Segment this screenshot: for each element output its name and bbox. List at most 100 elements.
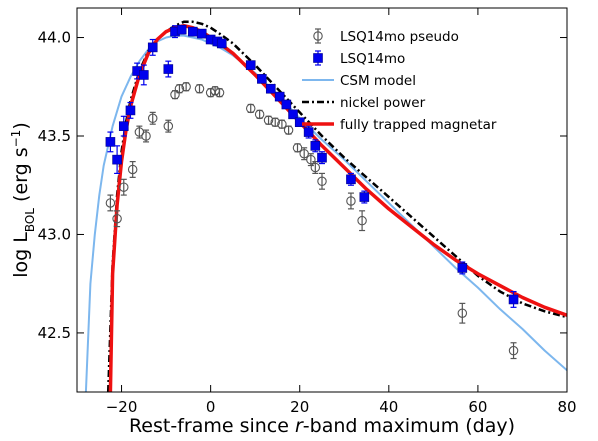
data-point-lsq14mo-pseudo [457,302,468,324]
y-axis-label: log LBOL (erg s−1) [9,122,37,278]
data-point-lsq14mo [310,139,321,153]
data-point-lsq14mo-pseudo [147,111,158,125]
marker-filled-square [294,117,305,128]
data-point-lsq14mo [216,38,227,49]
x-tick-label: −20 [106,398,138,416]
marker-filled-square [346,174,356,185]
data-point-lsq14mo-pseudo [254,109,265,120]
series-line-csm-model [84,34,567,392]
legend-entry-lsq14mo: LSQ14mo [313,50,405,67]
data-point-lsq14mo [139,64,149,86]
marker-filled-square [139,70,149,80]
plot-content [84,20,567,392]
marker-filled-square [310,141,321,151]
data-point-lsq14mo [508,290,519,308]
data-point-lsq14mo [457,261,468,275]
data-point-lsq14mo [288,109,298,120]
legend-entry-nickel-power: nickel power [302,95,426,111]
marker-filled-square [265,83,276,94]
marker-open-circle [357,215,367,226]
data-point-lsq14mo [359,190,370,204]
data-point-lsq14mo [105,131,116,153]
data-point-lsq14mo-pseudo [119,178,129,196]
data-point-lsq14mo-pseudo [181,82,191,92]
data-point-lsq14mo [317,151,327,165]
marker-open-circle [147,113,158,124]
marker-open-circle [194,83,205,94]
y-tick-label: 44.0 [38,29,71,47]
x-tick-label: 20 [290,398,309,416]
marker-open-circle [214,87,225,98]
data-point-lsq14mo-pseudo [270,117,280,127]
marker-filled-square [317,152,327,163]
marker-filled-square [125,105,136,116]
marker-open-circle [254,109,265,120]
data-point-lsq14mo [303,125,314,139]
legend-marker [313,53,323,63]
x-tick-label: 60 [468,398,487,416]
x-axis-label: Rest-frame since r-band maximum (day) [129,415,515,437]
data-point-lsq14mo-pseudo [277,119,287,129]
marker-open-circle [174,83,185,94]
data-point-lsq14mo-pseudo [245,103,256,114]
marker-open-circle [181,82,191,92]
marker-open-circle [277,119,287,129]
marker-open-circle [270,117,280,127]
data-point-lsq14mo [346,172,356,186]
data-point-lsq14mo [196,28,207,39]
data-point-lsq14mo-pseudo [346,192,356,210]
y-tick-label: 43.5 [38,127,71,145]
series-line-fully-trapped-magnetar [108,23,567,392]
y-tick-label: 43.0 [38,225,71,243]
data-point-lsq14mo-pseudo [283,125,294,135]
data-point-lsq14mo [188,26,198,37]
data-point-lsq14mo [265,83,276,94]
marker-open-circle [127,164,138,175]
data-point-lsq14mo [281,99,292,110]
marker-filled-square [112,154,122,165]
marker-open-circle [283,125,294,135]
marker-open-circle [263,115,274,125]
data-point-lsq14mo-pseudo [127,161,138,178]
data-point-lsq14mo-pseudo [292,143,303,153]
marker-open-circle [306,154,316,165]
data-point-lsq14mo-pseudo [194,83,205,94]
data-point-lsq14mo [112,145,122,175]
data-point-lsq14mo-pseudo [508,342,519,360]
data-point-lsq14mo [147,38,158,56]
marker-filled-square [457,263,468,273]
data-point-lsq14mo-pseudo [310,161,321,175]
y-tick-label: 42.5 [38,324,71,342]
data-point-lsq14mo [294,117,305,128]
marker-open-circle [105,198,116,208]
data-point-lsq14mo [118,115,129,137]
marker-open-circle [112,213,122,224]
marker-filled-square [105,137,116,147]
data-point-lsq14mo [257,74,267,84]
data-point-lsq14mo-pseudo [214,87,225,98]
marker-filled-square [508,294,519,305]
marker-filled-square [176,24,187,35]
legend: LSQ14mo pseudo LSQ14mo CSM model nickel pow… [302,28,497,133]
legend-label: nickel power [340,95,426,111]
data-point-lsq14mo [245,60,256,70]
legend-label: CSM model [340,73,416,89]
marker-open-circle [170,89,180,100]
data-point-lsq14mo-pseudo [170,89,180,100]
x-tick-label: 40 [379,398,398,416]
marker-filled-square [245,60,256,70]
x-tick-label: 0 [206,398,216,416]
marker-filled-square [303,127,314,137]
data-point-lsq14mo-pseudo [357,210,367,232]
data-point-lsq14mo-pseudo [317,172,327,190]
legend-marker [313,31,323,41]
marker-filled-square [359,192,370,202]
marker-filled-square [196,28,207,39]
marker-open-circle [457,308,468,318]
marker-filled-square [257,74,267,84]
data-point-lsq14mo-pseudo [112,210,122,228]
data-point-lsq14mo-pseudo [105,194,116,212]
marker-open-circle [346,196,356,206]
x-tick-label: 80 [557,398,576,416]
